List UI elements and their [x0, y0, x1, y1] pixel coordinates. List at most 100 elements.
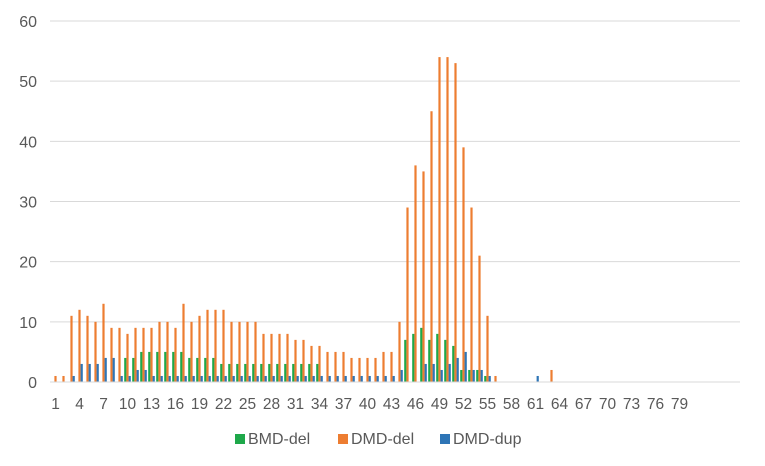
legend-item-dmd-dup[interactable]: DMD-dup [440, 431, 522, 448]
bar-bmd-del [188, 357, 191, 382]
bar-dmd-del [110, 327, 113, 382]
bar-bmd-del [468, 369, 471, 382]
bar-dmd-del [158, 321, 161, 382]
y-tick-label: 30 [19, 195, 37, 212]
bar-bmd-del [148, 351, 151, 382]
bar-dmd-dup [216, 375, 219, 382]
bar-dmd-del [190, 321, 193, 382]
x-tick-label: 16 [167, 396, 184, 413]
bar-dmd-del [246, 321, 249, 382]
bar-dmd-del [126, 333, 129, 382]
y-tick-label: 0 [28, 375, 37, 392]
bar-bmd-del [276, 363, 279, 382]
x-axis-ticks: 1 4 7 10 13 16 19 22 25 28 31 34 37 40 43 46 49 52 55 58 61 6… [51, 396, 688, 413]
bar-dmd-dup [352, 375, 355, 382]
bar-dmd-del [454, 63, 457, 383]
bar-bmd-del [140, 351, 143, 382]
x-tick-label: 52 [455, 396, 472, 413]
legend-swatch [338, 434, 348, 444]
bar-dmd-del [438, 57, 441, 382]
bar-dmd-dup [224, 375, 227, 382]
legend-label: DMD-del [351, 431, 414, 448]
bar-dmd-del [398, 321, 401, 382]
bar-dmd-del [166, 321, 169, 382]
bar-dmd-dup [368, 375, 371, 382]
legend-swatch [235, 434, 245, 444]
gridlines [50, 20, 740, 323]
bar-dmd-dup [184, 375, 187, 382]
bar-dmd-del [270, 333, 273, 382]
bar-dmd-del [54, 375, 57, 382]
bar-dmd-del [150, 327, 153, 382]
bar-dmd-del [550, 369, 553, 382]
legend[interactable]: BMD-del DMD-del DMD-dup [235, 431, 522, 448]
bar-bmd-del [292, 363, 295, 382]
bar-bmd-del [236, 363, 239, 382]
x-tick-label: 13 [143, 396, 160, 413]
x-tick-label: 28 [263, 396, 280, 413]
bar-dmd-dup [472, 369, 475, 382]
bar-bmd-del [228, 363, 231, 382]
bar-dmd-del [462, 147, 465, 382]
bar-bmd-del [164, 351, 167, 382]
bar-dmd-del [486, 315, 489, 382]
bar-dmd-del [118, 327, 121, 382]
bar-bmd-del [460, 369, 463, 382]
bar-dmd-del [182, 303, 185, 382]
legend-label: DMD-dup [453, 431, 522, 448]
bar-dmd-dup [240, 375, 243, 382]
bar-dmd-dup [360, 375, 363, 382]
x-tick-label: 25 [239, 396, 256, 413]
bar-dmd-del [302, 339, 305, 382]
bar-dmd-del [478, 255, 481, 382]
x-tick-label: 31 [287, 396, 304, 413]
bar-dmd-del [326, 351, 329, 382]
bar-dmd-dup [128, 375, 131, 382]
bar-bmd-del [204, 357, 207, 382]
bar-bmd-del [412, 333, 415, 382]
bar-dmd-del [366, 357, 369, 382]
y-tick-label: 40 [19, 134, 37, 151]
bar-dmd-del [86, 315, 89, 382]
x-tick-label: 67 [575, 396, 592, 413]
bar-dmd-del [262, 333, 265, 382]
x-tick-label: 79 [671, 396, 688, 413]
bar-bmd-del [300, 363, 303, 382]
bar-dmd-del [286, 333, 289, 382]
bar-dmd-dup [320, 375, 323, 382]
bar-dmd-del [174, 327, 177, 382]
legend-item-dmd-del[interactable]: DMD-del [338, 431, 414, 448]
bar-dmd-dup [304, 375, 307, 382]
bar-dmd-del [78, 309, 81, 382]
bar-dmd-dup [264, 375, 267, 382]
x-tick-label: 10 [119, 396, 137, 413]
legend-label: BMD-del [248, 431, 310, 448]
bar-dmd-del [430, 111, 433, 382]
bar-dmd-dup [208, 375, 211, 382]
bar-dmd-del [414, 165, 417, 382]
bar-bmd-del [420, 327, 423, 382]
bar-dmd-del [230, 321, 233, 382]
bar-dmd-dup [160, 375, 163, 382]
x-tick-label: 19 [191, 396, 208, 413]
bar-dmd-dup [464, 351, 467, 382]
bar-dmd-del [446, 57, 449, 382]
bar-dmd-dup [488, 375, 491, 382]
bar-dmd-del [206, 309, 209, 382]
bar-bmd-del [404, 339, 407, 382]
legend-item-bmd-del[interactable]: BMD-del [235, 431, 310, 448]
bar-bmd-del [212, 357, 215, 382]
bar-dmd-dup [344, 375, 347, 382]
bar-dmd-del [310, 345, 313, 382]
bar-dmd-dup [88, 363, 91, 382]
bar-dmd-del [134, 327, 137, 382]
bar-dmd-dup [272, 375, 275, 382]
bar-dmd-dup [440, 369, 443, 382]
bar-dmd-dup [152, 375, 155, 382]
bar-dmd-del [62, 375, 65, 382]
bar-dmd-dup [296, 375, 299, 382]
x-tick-label: 37 [335, 396, 352, 413]
bar-dmd-dup [112, 357, 115, 382]
bar-dmd-dup [80, 363, 83, 382]
bar-dmd-dup [168, 375, 171, 382]
